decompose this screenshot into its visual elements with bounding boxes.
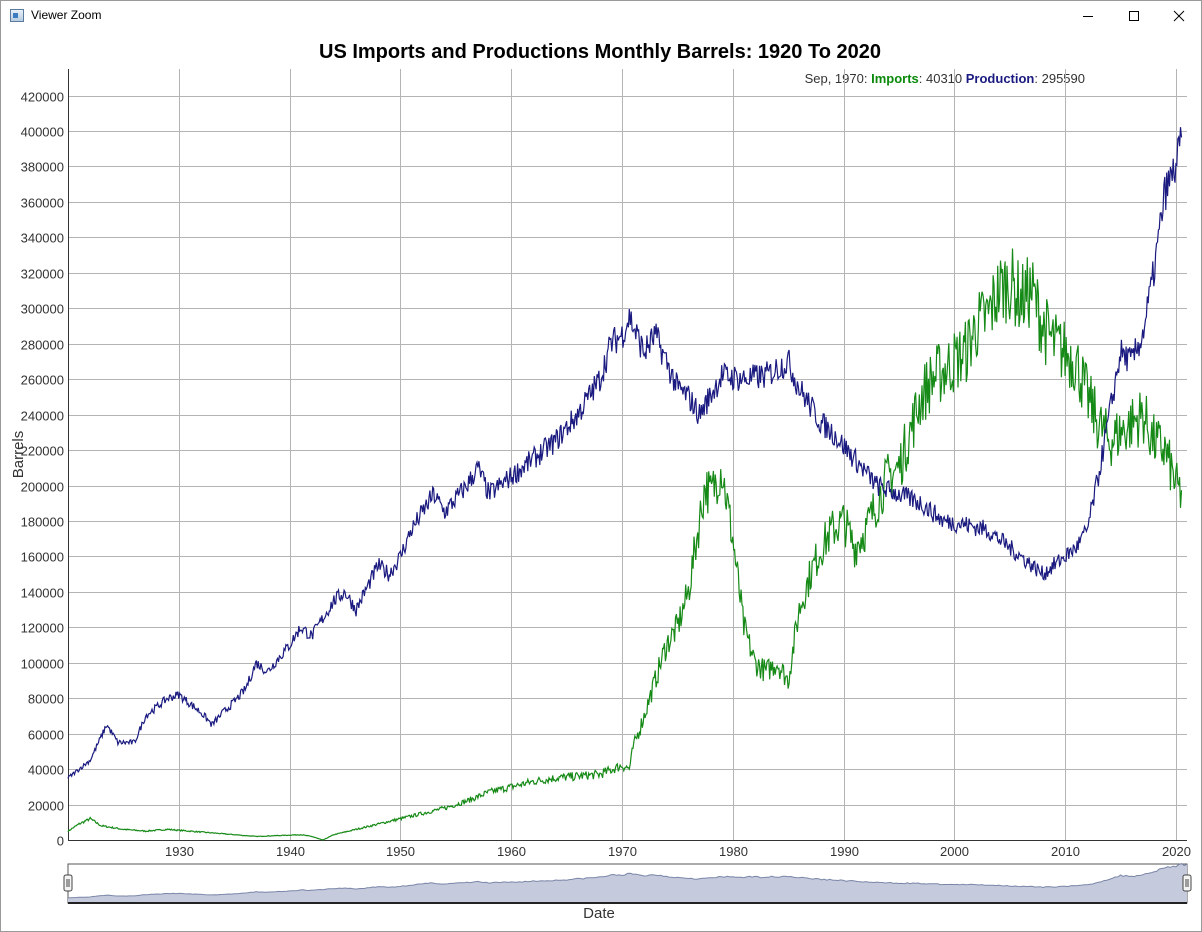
readout-production-value: 295590 xyxy=(1041,71,1085,86)
y-tick-label: 300000 xyxy=(21,302,64,317)
minimize-button[interactable] xyxy=(1065,1,1111,31)
x-tick-label: 1950 xyxy=(386,844,415,859)
navigator-left-handle[interactable] xyxy=(63,874,73,892)
close-button[interactable] xyxy=(1156,1,1202,31)
y-tick-label: 200000 xyxy=(21,480,64,495)
x-tick-label: 1940 xyxy=(276,844,305,859)
title-bar: Viewer Zoom xyxy=(1,1,1201,31)
y-tick-label: 20000 xyxy=(28,799,64,814)
navigator-right-handle[interactable] xyxy=(1182,874,1192,892)
y-tick-label: 160000 xyxy=(21,550,64,565)
y-tick-label: 340000 xyxy=(21,231,64,246)
x-tick-label: 2010 xyxy=(1051,844,1080,859)
hover-readout: Sep, 1970: Imports: 40310 Production: 29… xyxy=(804,71,1085,86)
chart-title: US Imports and Productions Monthly Barre… xyxy=(319,41,881,63)
y-tick-label: 120000 xyxy=(21,621,64,636)
y-tick-label: 240000 xyxy=(21,409,64,424)
navigator-area xyxy=(68,863,1187,903)
handle-grip[interactable] xyxy=(1182,874,1192,892)
y-tick-label: 320000 xyxy=(21,267,64,282)
y-tick-label: 220000 xyxy=(21,444,64,459)
window-title: Viewer Zoom xyxy=(31,8,102,22)
readout-imports-value: 40310 xyxy=(925,71,963,86)
navigator[interactable] xyxy=(63,863,1192,904)
y-tick-label: 400000 xyxy=(21,125,64,140)
y-tick-label: 80000 xyxy=(28,692,64,707)
readout-imports-label: Imports xyxy=(871,71,919,86)
y-tick-label: 280000 xyxy=(21,338,64,353)
axes: 0 20000 40000 60000 80000 100000 120000 140000 1… xyxy=(21,69,1191,859)
x-tick-label: 2020 xyxy=(1162,844,1191,859)
series-lines xyxy=(67,127,1183,841)
y-tick-label: 0 xyxy=(57,834,64,849)
close-icon xyxy=(1173,10,1185,22)
x-tick-label: 1960 xyxy=(497,844,526,859)
app-icon xyxy=(10,9,24,22)
x-tick-label: 1970 xyxy=(608,844,637,859)
x-tick-label: 1980 xyxy=(719,844,748,859)
navigator-line xyxy=(67,863,1188,899)
grid xyxy=(68,69,1187,841)
x-tick-label: 2000 xyxy=(940,844,969,859)
y-tick-label: 380000 xyxy=(21,160,64,175)
series-line-production xyxy=(67,127,1183,779)
readout-production-label: Production xyxy=(965,71,1035,86)
minimize-icon xyxy=(1083,16,1093,17)
series-line-imports xyxy=(67,248,1183,841)
x-tick-label: 1990 xyxy=(830,844,859,859)
x-tick-label: 1930 xyxy=(165,844,194,859)
maximize-button[interactable] xyxy=(1111,1,1157,31)
y-tick-label: 40000 xyxy=(28,763,64,778)
y-axis-label: Barrels xyxy=(10,431,27,479)
readout-date: Sep, 1970 xyxy=(804,71,864,86)
handle-grip[interactable] xyxy=(63,874,73,892)
y-tick-label: 360000 xyxy=(21,196,64,211)
y-tick-label: 180000 xyxy=(21,515,64,530)
y-tick-label: 100000 xyxy=(21,657,64,672)
y-tick-label: 60000 xyxy=(28,728,64,743)
y-tick-label: 420000 xyxy=(21,90,64,105)
x-axis-label: Date xyxy=(583,905,615,922)
maximize-icon xyxy=(1129,11,1139,21)
y-tick-label: 140000 xyxy=(21,586,64,601)
y-tick-label: 260000 xyxy=(21,373,64,388)
